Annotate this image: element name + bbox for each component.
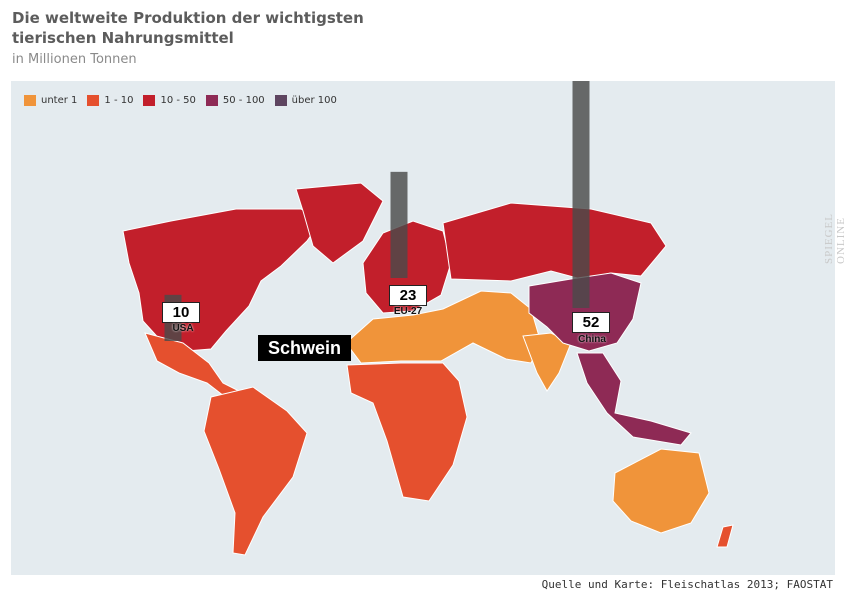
legend-swatch-3 [205,95,218,106]
bar-eu27 [390,171,408,278]
legend-item-4: über 100 [274,95,337,106]
source-note: Quelle und Karte: Fleischatlas 2013; FAO… [541,578,833,591]
value-label-china: 52 [572,312,610,333]
country-label-eu27: EU-27 [393,306,423,317]
publisher-watermark: SPIEGEL ONLINE [823,213,847,264]
map-canvas [122,81,734,556]
legend-label-3: 50 - 100 [222,95,265,106]
region-southeast-asia [576,352,692,446]
legend-label-0: unter 1 [41,95,78,106]
region-north-america [122,208,322,352]
chart-subtitle: in Millionen Tonnen [12,52,137,67]
legend-swatch-2 [143,95,156,106]
legend-label-4: über 100 [291,95,337,106]
country-label-china: China [578,334,606,345]
value-label-eu27: 23 [389,285,427,306]
value-label-usa: 10 [162,302,200,323]
region-russia [442,202,667,282]
world-map: unter 1 1 - 10 10 - 50 50 - 100 über 100… [11,81,847,575]
legend-swatch-1 [87,95,100,106]
legend-swatch-4 [274,95,287,106]
legend-label-1: 1 - 10 [104,95,134,106]
region-australia [612,448,710,534]
bar-china [572,81,590,308]
legend-item-2: 10 - 50 [143,95,196,106]
region-new-zealand [716,524,734,548]
region-africa [346,362,468,502]
animal-label: Schwein [258,335,352,361]
region-greenland [295,182,384,264]
region-south-america [203,386,308,556]
legend: unter 1 1 - 10 10 - 50 50 - 100 über 100 [24,95,337,106]
legend-item-0: unter 1 [24,95,77,106]
region-india [522,332,572,392]
legend-item-3: 50 - 100 [205,95,265,106]
legend-label-2: 10 - 50 [160,95,196,106]
legend-swatch-0 [24,95,36,106]
country-label-usa: USA [172,323,194,334]
legend-item-1: 1 - 10 [87,95,133,106]
chart-title: Die weltweite Produktion der wichtigsten… [12,9,364,47]
